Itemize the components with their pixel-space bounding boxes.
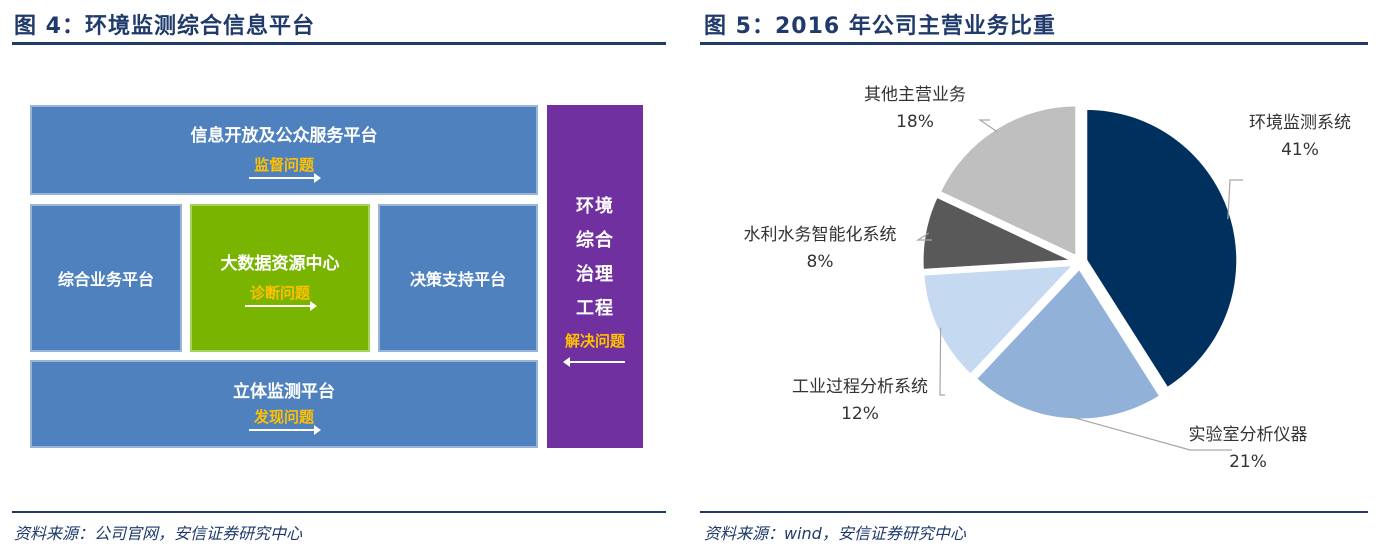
supervision-issue-label: 监督问题	[253, 156, 314, 174]
pie-slice-5	[937, 103, 1079, 260]
big-data-center-box: 大数据资源中心 诊断问题	[190, 204, 370, 352]
slice-percent-label-5: 18%	[896, 112, 934, 132]
slice-name-label-2: 实验室分析仪器	[1189, 425, 1308, 445]
left-figure-panel: 图 4：环境监测综合信息平台 信息开放及公众服务平台 监督问题 综合业务平台 大…	[0, 0, 670, 551]
decision-support-platform-box: 决策支持平台	[378, 204, 538, 352]
governance-line-1: 环境	[576, 196, 614, 217]
left-source-text: 资料来源：公司官网，安信证券研究中心	[14, 524, 303, 543]
governance-line-3: 治理	[576, 264, 614, 285]
left-figure-title: 图 4：环境监测综合信息平台	[14, 14, 315, 39]
integrated-business-platform-box: 综合业务平台	[30, 204, 182, 352]
leader-line-5	[978, 119, 998, 133]
monitoring-platform-label: 立体监测平台	[233, 382, 335, 402]
right-arrow-icon	[249, 425, 321, 435]
leader-line-2	[1065, 414, 1232, 451]
decision-support-platform-label: 决策支持平台	[409, 270, 506, 289]
left-arrow-icon	[563, 357, 625, 367]
left-title-rule	[12, 42, 666, 45]
pie-slice-4	[920, 194, 1075, 273]
solution-issue-label: 解决问题	[564, 332, 625, 350]
public-service-platform-label: 信息开放及公众服务平台	[190, 126, 378, 146]
leader-line-3	[939, 327, 945, 396]
diagnosis-issue-label: 诊断问题	[249, 284, 310, 302]
slice-name-label-4: 水利水务智能化系统	[744, 225, 897, 245]
slice-name-label-5: 其他主营业务	[864, 85, 966, 105]
leader-line-4	[915, 232, 932, 241]
leader-line-1	[1227, 179, 1243, 220]
slice-name-label-3: 工业过程分析系统	[792, 377, 928, 397]
right-title-rule	[700, 42, 1368, 45]
big-data-center-label: 大数据资源中心	[220, 254, 340, 274]
right-figure-title: 图 5：2016 年公司主营业务比重	[704, 14, 1056, 39]
public-service-platform-box: 信息开放及公众服务平台 监督问题	[30, 105, 538, 195]
pie-slice-3	[921, 262, 1079, 378]
right-figure-panel: 图 5：2016 年公司主营业务比重 环境监测系统 41% 实验室分析仪器 21% 工业…	[700, 0, 1393, 551]
discovery-issue-label: 发现问题	[253, 408, 314, 426]
integrated-business-platform-label: 综合业务平台	[57, 270, 154, 289]
right-arrow-icon	[245, 301, 317, 311]
pie-slice-1	[1084, 106, 1240, 391]
slice-percent-label-2: 21%	[1229, 452, 1267, 472]
slice-percent-label-3: 12%	[841, 404, 879, 424]
right-source-rule	[700, 511, 1368, 513]
governance-line-2: 综合	[576, 230, 614, 251]
right-source-text: 资料来源：wind，安信证券研究中心	[704, 524, 966, 543]
right-arrow-icon	[249, 173, 321, 183]
monitoring-platform-box: 立体监测平台 发现问题	[30, 360, 538, 448]
pie-slice-2	[973, 265, 1163, 422]
slice-percent-label-4: 8%	[807, 252, 834, 272]
business-share-pie-chart: 环境监测系统 41% 实验室分析仪器 21% 工业过程分析系统 12% 水利水务智能化系统 8…	[744, 85, 1352, 472]
slice-percent-label-1: 41%	[1281, 140, 1319, 160]
governance-line-4: 工程	[576, 298, 614, 319]
environmental-governance-box: 环境 综合 治理 工程 解决问题	[547, 105, 643, 448]
left-source-rule	[12, 511, 666, 513]
slice-name-label-1: 环境监测系统	[1249, 113, 1351, 133]
